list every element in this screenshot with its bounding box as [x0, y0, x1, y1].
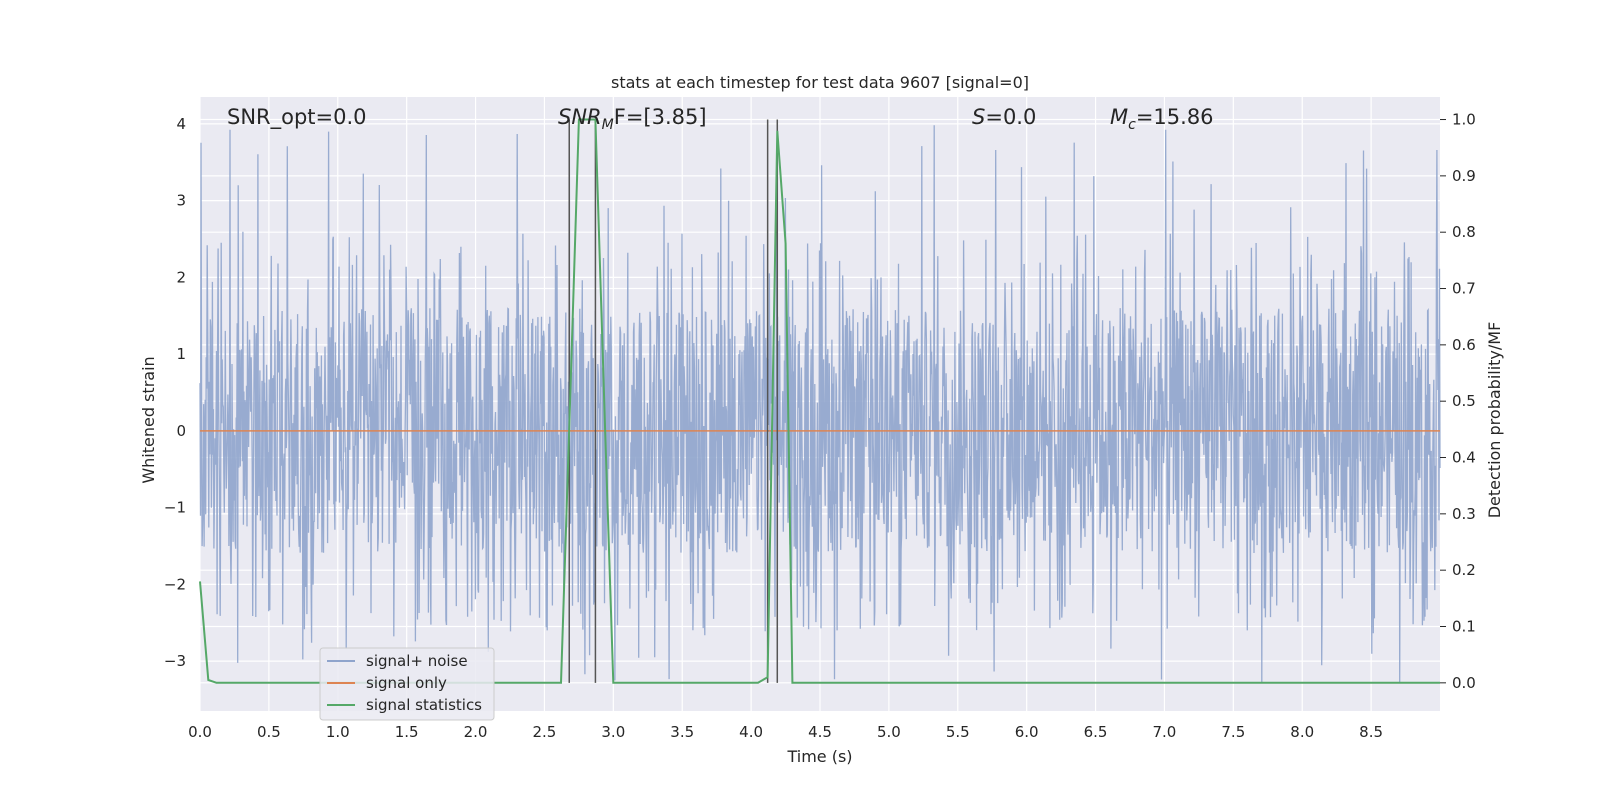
x-tick-label: 0.5 [257, 723, 281, 741]
x-tick-label: 2.5 [533, 723, 557, 741]
legend-label-signal-only: signal only [366, 674, 447, 692]
mc-annotation: Mc=15.86 [1110, 105, 1214, 133]
y-left-tick-label: 4 [176, 115, 186, 133]
y-left-tick-label: 3 [176, 192, 186, 210]
s-annotation: S=0.0 [972, 105, 1036, 129]
x-tick-label: 3.5 [670, 723, 694, 741]
noise-series [199, 125, 1441, 684]
y-right-tick-label: 0.3 [1452, 505, 1476, 523]
y-right-tick-label: 0.8 [1452, 223, 1476, 241]
legend-label-signal-statistics: signal statistics [366, 696, 482, 714]
y-right-tick-label: 0.1 [1452, 618, 1476, 636]
snr-mf-base: SNR [558, 105, 602, 129]
chart-title: stats at each timestep for test data 960… [611, 73, 1029, 92]
s-symbol: S [972, 105, 985, 129]
x-tick-label: 2.0 [464, 723, 488, 741]
y-left-tick-label: −1 [164, 499, 186, 517]
s-value: =0.0 [985, 105, 1036, 129]
y-right-tick-label: 1.0 [1452, 111, 1476, 129]
x-tick-label: 6.0 [1015, 723, 1039, 741]
x-axis-label: Time (s) [786, 747, 852, 766]
x-tick-label: 3.0 [601, 723, 625, 741]
x-tick-label: 4.0 [739, 723, 763, 741]
x-tick-label: 7.5 [1221, 723, 1245, 741]
x-tick-label: 1.0 [326, 723, 350, 741]
x-tick-label: 5.5 [946, 723, 970, 741]
snr-mf-annotation: SNRMF=[3.85] [558, 105, 707, 133]
x-tick-label: 8.0 [1290, 723, 1314, 741]
y-right-tick-label: 0.2 [1452, 561, 1476, 579]
y-axis-label-right: Detection probability/MF [1485, 322, 1504, 519]
legend-box [319, 647, 495, 721]
y-left-tick-label: −3 [164, 652, 186, 670]
x-tick-label: 8.5 [1359, 723, 1383, 741]
snr-mf-rest: F=[3.85] [614, 105, 707, 129]
x-tick-label: 5.0 [877, 723, 901, 741]
y-axis-label-left: Whitened strain [139, 356, 158, 483]
y-right-tick-label: 0.6 [1452, 336, 1476, 354]
mc-value: =15.86 [1136, 105, 1214, 129]
y-right-tick-label: 0.4 [1452, 449, 1476, 467]
mc-sub: c [1128, 117, 1136, 133]
legend-label-signal-noise: signal+ noise [366, 652, 468, 670]
x-tick-label: 7.0 [1153, 723, 1177, 741]
y-left-tick-label: −2 [164, 575, 186, 593]
tick-labels: 0.0 0.5 1.0 1.5 2.0 2.5 3.0 3.5 4.0 4.5 5.0 5.5 6.0 6… [164, 111, 1476, 741]
x-tick-label: 1.5 [395, 723, 419, 741]
snr-mf-sub: M [602, 117, 614, 133]
y-left-tick-label: 1 [176, 345, 186, 363]
mc-base: M [1110, 105, 1128, 129]
y-right-tick-label: 0.5 [1452, 392, 1476, 410]
series-signal-noise-line [199, 125, 1441, 684]
y-left-tick-label: 0 [176, 422, 186, 440]
y-right-tick-label: 0.7 [1452, 280, 1476, 298]
x-tick-label: 0.0 [188, 723, 212, 741]
snr-opt-annotation: SNR_opt=0.0 [227, 105, 367, 130]
legend: signal+ noise signal only signal statist… [319, 647, 495, 721]
x-tick-label: 4.5 [808, 723, 832, 741]
x-tick-label: 6.5 [1084, 723, 1108, 741]
y-right-tick-label: 0.0 [1452, 674, 1476, 692]
y-left-tick-label: 2 [176, 268, 186, 286]
y-right-tick-label: 0.9 [1452, 167, 1476, 185]
